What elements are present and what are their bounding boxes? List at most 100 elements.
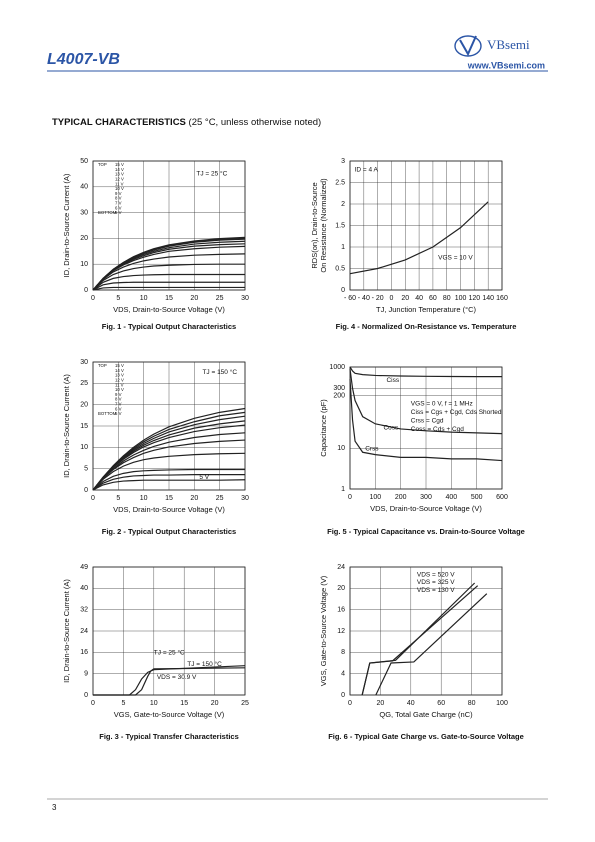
y-tick-label: 0 <box>84 487 88 494</box>
x-tick-label: 0 <box>91 495 95 502</box>
x-axis-label: QG, Total Gate Charge (nC) <box>379 710 473 719</box>
annotation: TJ = 25 °C <box>154 648 185 656</box>
x-tick-label: 60 <box>429 295 437 302</box>
figure-caption: Fig. 5 - Typical Capacitance vs. Drain-t… <box>327 527 525 536</box>
y-tick-label: 40 <box>80 184 88 191</box>
figure-caption: Fig. 3 - Typical Transfer Characteristic… <box>99 732 239 741</box>
legend-entry: 7 V <box>115 201 122 206</box>
annotation: VDS = 30.9 V <box>157 674 197 681</box>
x-tick-label: 25 <box>216 295 224 302</box>
annotation: ID = 4 A <box>355 167 379 174</box>
legend-entry: 15 V <box>115 162 124 167</box>
legend-entry: 8 V <box>115 397 122 402</box>
annotation: TJ = 150 °C <box>187 660 222 668</box>
chart: 0 5 10 15 20 25 0 9 16 24 32 40 49 VGS, Gate-to-Sourc… <box>62 564 249 741</box>
x-tick-label: 0 <box>348 700 352 707</box>
x-tick-label: 140 <box>482 295 494 302</box>
y-tick-label: 30 <box>80 209 88 216</box>
annotation: Coss = Cds + Cgd <box>411 426 464 433</box>
series-line <box>349 201 489 275</box>
x-tick-label: 10 <box>140 295 148 302</box>
y-tick-label: 10 <box>337 445 345 452</box>
annotation: VGS = 10 V <box>438 254 473 261</box>
legend-entry: 9 V <box>115 392 122 397</box>
y-tick-label: 32 <box>80 607 88 614</box>
y-axis-label: ID, Drain-to-Source Current (A) <box>62 579 71 683</box>
series-line <box>92 439 246 491</box>
y-axis-label: ID, Drain-to-Source Current (A) <box>62 374 71 478</box>
x-tick-label: 60 <box>437 700 445 707</box>
legend-entry: 7 V <box>115 402 122 407</box>
annotation: TJ = 150 °C <box>202 368 237 376</box>
x-tick-label: 600 <box>496 494 508 501</box>
y-tick-label: 9 <box>84 671 88 678</box>
x-tick-label: 160 <box>496 295 508 302</box>
legend-entry: 10 V <box>115 387 124 392</box>
part-number: L4007-VB <box>47 51 120 68</box>
series-line <box>92 273 245 291</box>
series-line <box>92 479 246 491</box>
x-tick-label: 5 <box>121 700 125 707</box>
y-tick-label: 1.5 <box>335 222 345 229</box>
x-tick-label: - 60 <box>344 295 356 302</box>
series-line <box>92 424 246 491</box>
y-tick-label: 2 <box>341 201 345 208</box>
x-axis-label: VDS, Drain-to-Source Voltage (V) <box>370 504 482 513</box>
legend-entry: 14 V <box>115 368 124 373</box>
y-tick-label: 300 <box>333 385 345 392</box>
x-tick-label: 30 <box>241 295 249 302</box>
series-line <box>349 366 502 378</box>
x-tick-label: 40 <box>407 700 415 707</box>
y-tick-label: 2.5 <box>335 179 345 186</box>
legend-entry: 11 V <box>115 181 124 186</box>
y-tick-label: 1 <box>341 244 345 251</box>
legend-entry: 11 V <box>115 382 124 387</box>
x-tick-label: 15 <box>165 295 173 302</box>
x-tick-label: 120 <box>469 295 481 302</box>
x-tick-label: 200 <box>395 494 407 501</box>
series-line <box>92 474 245 491</box>
x-tick-label: 80 <box>443 295 451 302</box>
x-tick-label: 80 <box>468 700 476 707</box>
logo <box>454 35 482 57</box>
x-tick-label: 400 <box>445 494 457 501</box>
x-tick-label: - 40 <box>358 295 370 302</box>
x-axis-label: VDS, Drain-to-Source Voltage (V) <box>113 505 225 514</box>
series-label: Coss <box>383 425 399 432</box>
x-tick-label: 15 <box>165 495 173 502</box>
legend-bottom: BOTTOM <box>98 210 117 215</box>
y-tick-label: 10 <box>80 261 88 268</box>
series-line <box>92 281 245 291</box>
y-axis-label: RDS(on), Drain-to-Source <box>310 182 319 268</box>
section-heading: TYPICAL CHARACTERISTICS (25 °C, unless o… <box>52 117 321 128</box>
url: www.VBsemi.com <box>467 60 545 70</box>
series-line <box>375 593 488 696</box>
y-tick-label: 20 <box>80 235 88 242</box>
section-note: (25 °C, unless otherwise noted) <box>189 117 322 128</box>
y-tick-label: 10 <box>80 444 88 451</box>
legend-entry: 14 V <box>115 167 124 172</box>
x-tick-label: 0 <box>91 700 95 707</box>
figure-caption: Fig. 2 - Typical Output Characteristics <box>102 527 236 536</box>
y-tick-label: 20 <box>80 402 88 409</box>
series-line <box>92 286 245 291</box>
series-label: Ciss <box>386 377 399 384</box>
x-tick-label: 40 <box>415 295 423 302</box>
x-tick-label: 300 <box>420 494 432 501</box>
legend-entry: 13 V <box>115 172 124 177</box>
x-tick-label: 25 <box>216 495 224 502</box>
series-line <box>93 667 246 696</box>
legend-entry: 12 V <box>115 177 124 182</box>
legend-entry: 6 V <box>115 205 122 210</box>
annotation: Crss = Cgd <box>411 417 444 424</box>
x-tick-label: 100 <box>496 700 508 707</box>
annotation: 5 V <box>199 474 209 481</box>
y-axis-label: On Resistance (Normalized) <box>319 178 328 273</box>
y-axis-label: VGS, Gate-to-Source Voltage (V) <box>319 575 328 686</box>
legend-top: TOP <box>98 162 107 167</box>
legend-top: TOP <box>98 363 107 368</box>
y-tick-label: 12 <box>337 628 345 635</box>
x-tick-label: 20 <box>377 700 385 707</box>
